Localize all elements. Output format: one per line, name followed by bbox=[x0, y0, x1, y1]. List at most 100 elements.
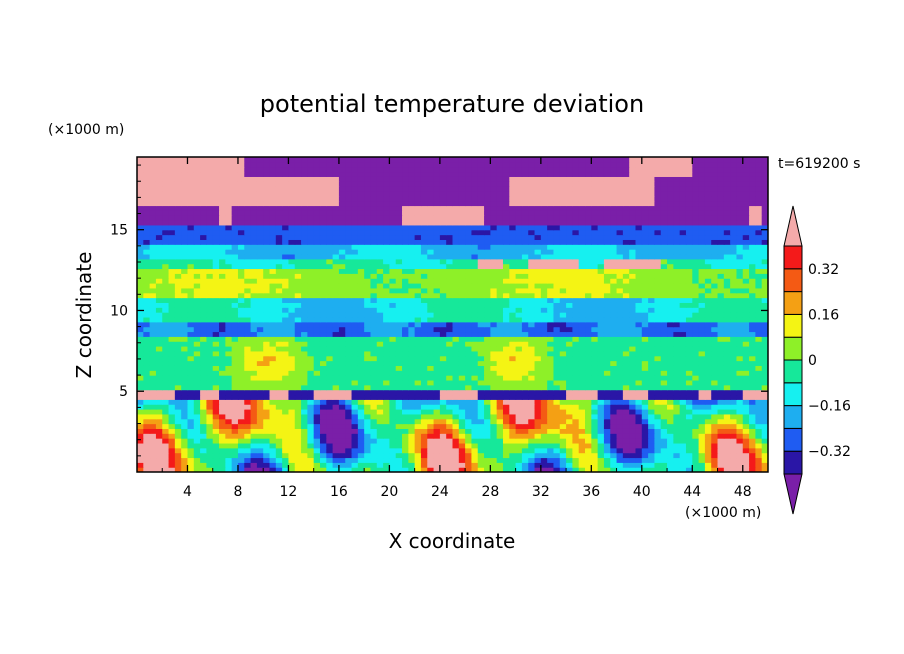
field-cell bbox=[749, 316, 756, 323]
field-cell bbox=[736, 384, 744, 391]
field-cell bbox=[256, 273, 264, 279]
field-cell bbox=[174, 413, 182, 420]
field-cell bbox=[345, 336, 353, 342]
field-cell bbox=[635, 336, 643, 342]
field-cell bbox=[547, 413, 555, 420]
field-cell bbox=[143, 268, 151, 274]
field-cell bbox=[370, 365, 378, 371]
field-cell bbox=[730, 394, 738, 400]
field-cell bbox=[256, 268, 264, 274]
field-cell bbox=[603, 433, 611, 439]
field-cell bbox=[635, 423, 643, 429]
field-cell bbox=[143, 244, 151, 250]
field-cell bbox=[288, 413, 296, 420]
field-cell bbox=[761, 278, 768, 284]
field-cell bbox=[383, 370, 390, 376]
field-cell bbox=[256, 283, 264, 289]
field-cell bbox=[723, 297, 731, 303]
field-cell bbox=[679, 297, 687, 303]
field-cell bbox=[187, 234, 195, 240]
field-cell bbox=[685, 297, 693, 303]
field-cell bbox=[528, 244, 536, 250]
field-cell bbox=[282, 239, 290, 245]
field-cell bbox=[685, 302, 693, 308]
field-cell bbox=[307, 413, 315, 420]
field-cell bbox=[635, 409, 643, 415]
field-cell bbox=[433, 244, 441, 250]
field-cell bbox=[685, 244, 693, 250]
field-cell bbox=[547, 418, 555, 425]
field-cell bbox=[414, 239, 422, 245]
field-cell bbox=[704, 346, 712, 352]
field-cell bbox=[667, 234, 674, 240]
field-cell bbox=[370, 442, 378, 449]
field-cell bbox=[269, 375, 277, 381]
field-cell bbox=[591, 404, 599, 410]
field-cell bbox=[155, 442, 163, 449]
field-cell bbox=[364, 457, 372, 463]
field-cell bbox=[446, 399, 454, 405]
field-cell bbox=[704, 399, 712, 405]
field-cell bbox=[345, 263, 353, 270]
field-cell bbox=[427, 307, 435, 313]
field-cell bbox=[275, 273, 283, 279]
field-cell bbox=[484, 273, 491, 279]
field-cell bbox=[370, 273, 378, 279]
field-cell bbox=[654, 258, 662, 265]
field-cell bbox=[723, 346, 731, 352]
field-cell bbox=[578, 244, 586, 250]
field-cell bbox=[193, 346, 201, 352]
field-cell bbox=[749, 331, 756, 337]
field-cell bbox=[345, 447, 353, 454]
field-cell bbox=[402, 258, 409, 265]
field-cell bbox=[717, 452, 725, 459]
field-cell bbox=[212, 249, 220, 255]
field-cell bbox=[559, 273, 567, 279]
field-cell bbox=[648, 302, 656, 308]
field-cell bbox=[547, 355, 555, 362]
field-cell bbox=[383, 297, 390, 303]
field-cell bbox=[427, 438, 435, 444]
field-cell bbox=[761, 302, 768, 308]
field-cell bbox=[761, 462, 768, 468]
field-cell bbox=[673, 467, 681, 472]
field-cell bbox=[635, 312, 643, 318]
field-cell bbox=[465, 283, 473, 289]
field-cell bbox=[610, 263, 618, 270]
field-cell bbox=[187, 268, 195, 274]
field-cell bbox=[206, 418, 214, 425]
field-cell bbox=[187, 399, 195, 405]
field-cell bbox=[711, 452, 719, 459]
field-cell bbox=[383, 336, 390, 342]
field-cell bbox=[389, 234, 397, 240]
field-cell bbox=[559, 350, 567, 357]
field-cell bbox=[433, 467, 441, 472]
field-cell bbox=[566, 447, 573, 454]
field-cell bbox=[326, 229, 334, 236]
field-cell bbox=[326, 418, 334, 425]
field-cell bbox=[338, 341, 346, 347]
field-cell bbox=[547, 379, 555, 386]
field-cell bbox=[698, 413, 706, 420]
field-cell bbox=[515, 346, 523, 352]
field-cell bbox=[736, 253, 744, 260]
field-cell bbox=[465, 273, 473, 279]
field-cell bbox=[616, 355, 624, 362]
field-cell bbox=[383, 404, 390, 410]
field-cell bbox=[402, 278, 409, 284]
field-cell bbox=[660, 447, 668, 454]
field-cell bbox=[282, 379, 290, 386]
field-cell bbox=[471, 278, 479, 284]
field-cell bbox=[219, 229, 226, 236]
field-cell bbox=[427, 442, 435, 449]
field-cell bbox=[162, 404, 170, 410]
field-cell bbox=[736, 312, 744, 318]
field-cell bbox=[490, 389, 498, 396]
field-cell bbox=[730, 326, 738, 333]
field-cell bbox=[181, 287, 189, 294]
field-cell bbox=[301, 287, 308, 294]
field-cell bbox=[667, 249, 674, 255]
field-cell bbox=[465, 239, 473, 245]
field-cell bbox=[654, 263, 662, 270]
field-cell bbox=[458, 278, 466, 284]
